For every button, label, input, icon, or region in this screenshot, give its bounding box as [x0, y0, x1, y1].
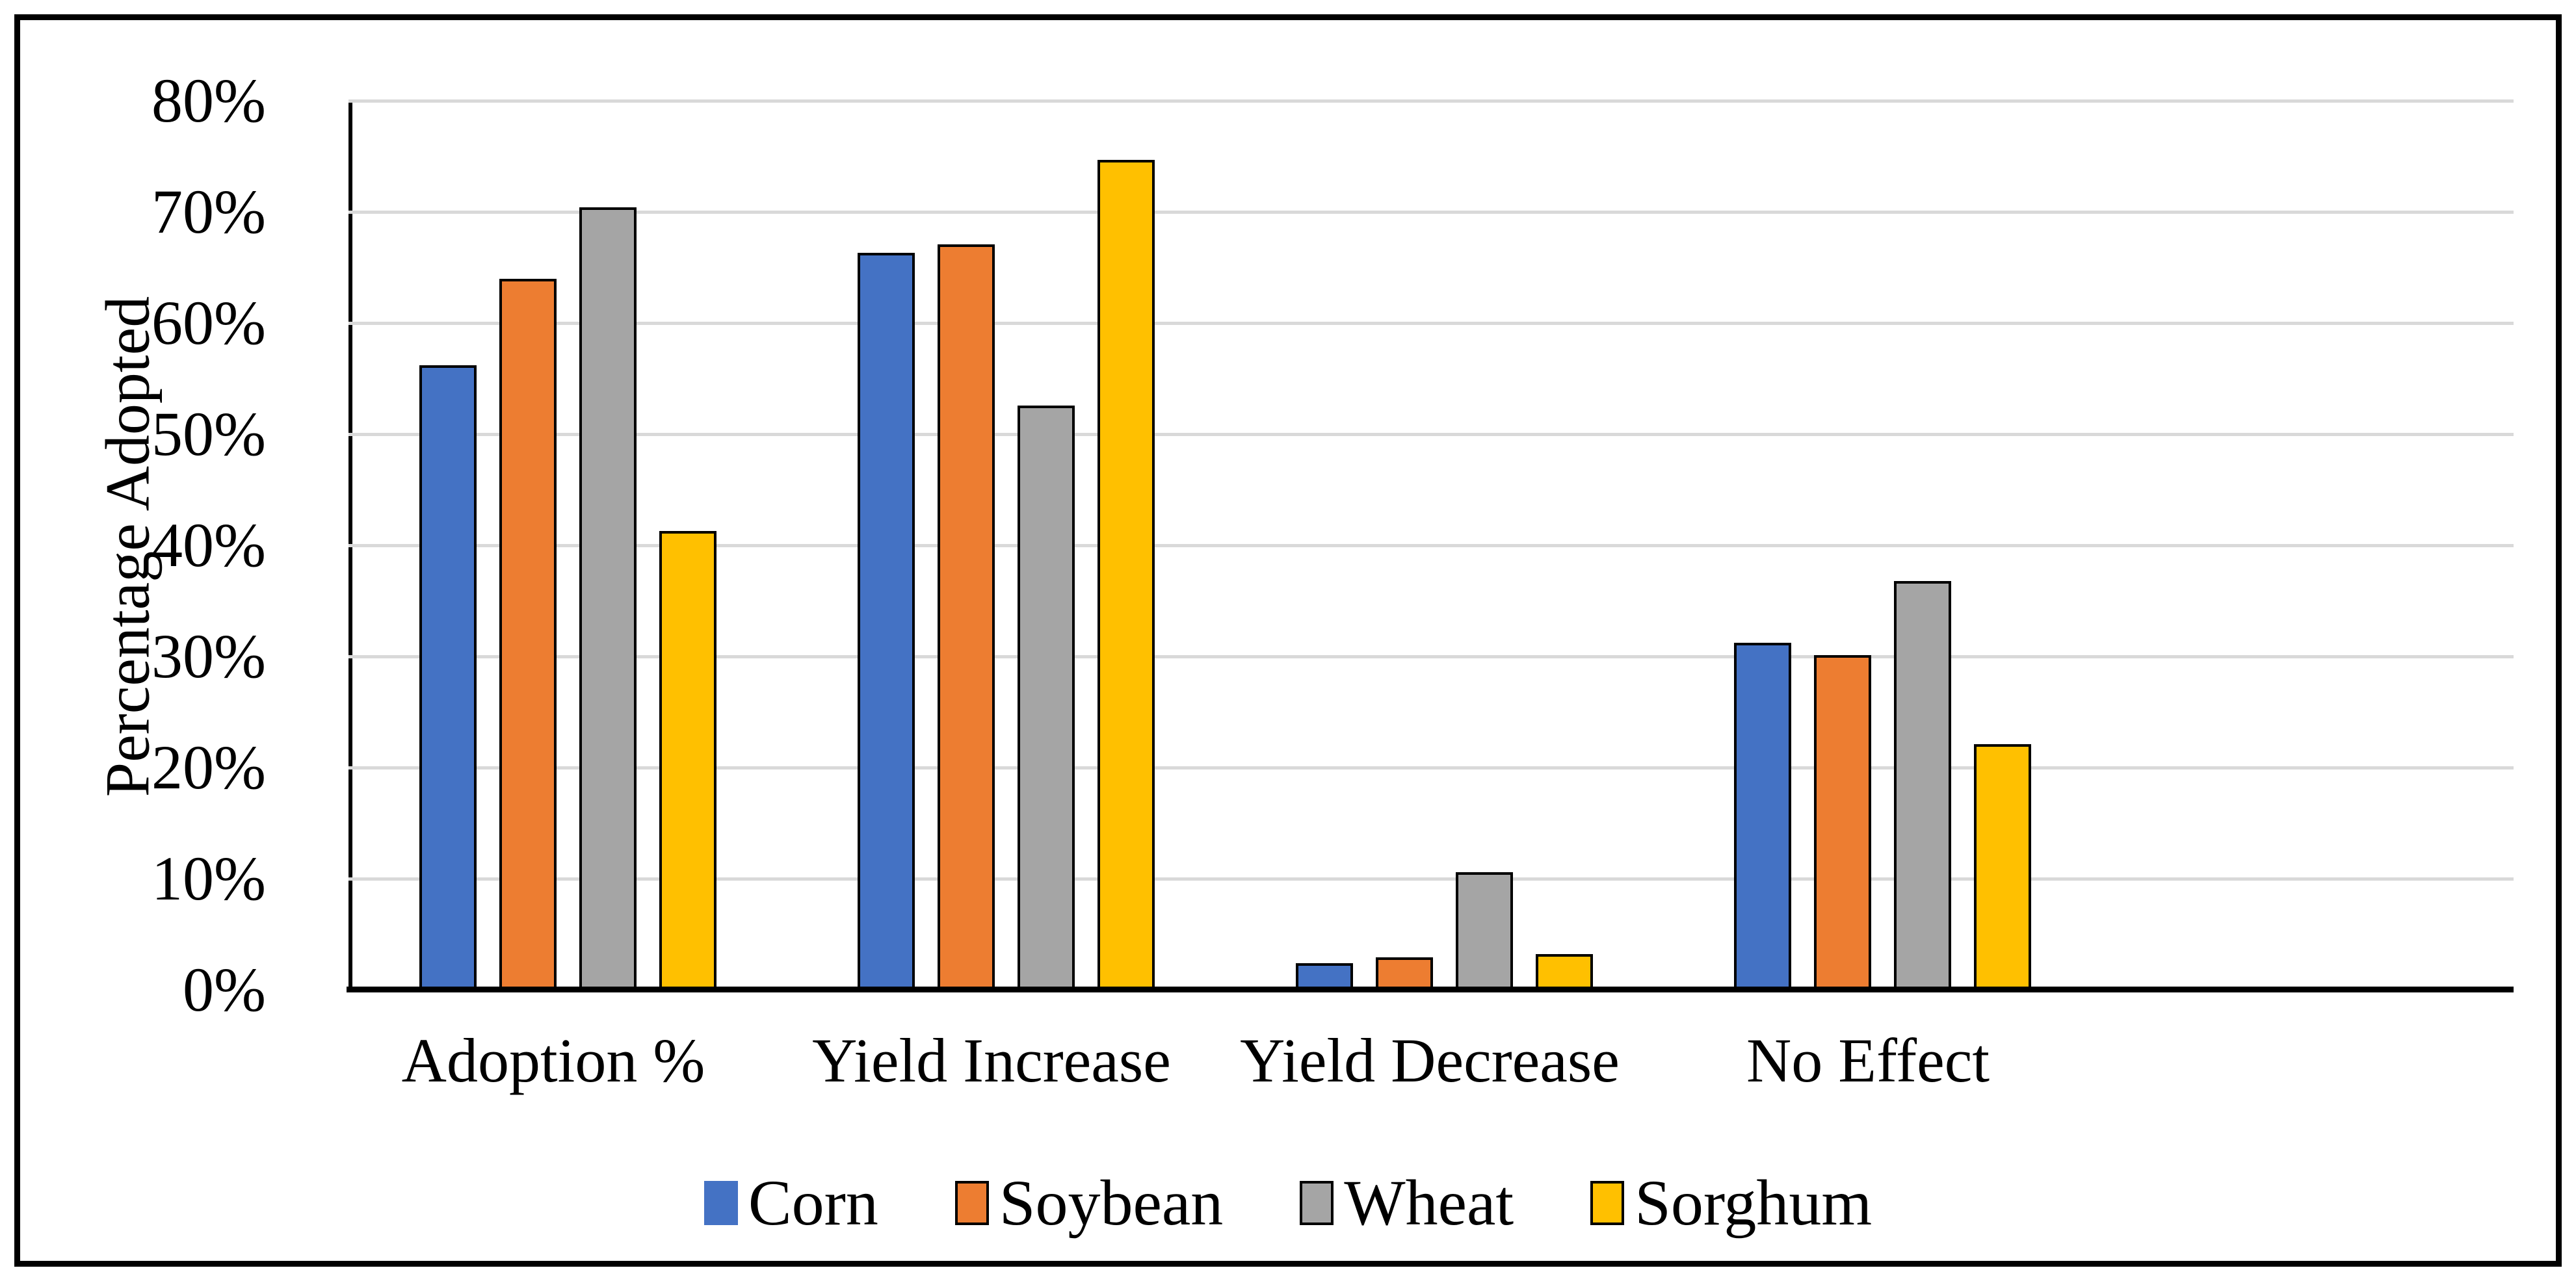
legend: Corn Soybean Wheat Sorghum — [20, 1161, 2556, 1245]
bar-soybean-yield-increase — [938, 244, 995, 990]
y-tick-label-0: 0% — [183, 955, 266, 1024]
y-tick-label-20: 20% — [151, 732, 266, 802]
gridline-10 — [348, 877, 2514, 881]
bar-corn-yield-decrease — [1296, 963, 1353, 990]
gridline-70 — [348, 211, 2514, 214]
bar-wheat-yield-increase — [1018, 406, 1075, 990]
y-tick-label-50: 50% — [151, 399, 266, 469]
gridline-40 — [348, 544, 2514, 547]
legend-item-sorghum: Sorghum — [1590, 1171, 1872, 1236]
chart-outer-border: Percentage Adopted 0% 10% 20% 30% 40% 50% 60% 7… — [14, 14, 2562, 1267]
bar-corn-adoption — [419, 365, 477, 990]
bar-corn-yield-increase — [858, 253, 915, 990]
x-axis-label-adoption: Adoption % — [401, 1026, 705, 1095]
y-tick-label-40: 40% — [151, 510, 266, 580]
bar-wheat-adoption — [579, 207, 637, 990]
legend-label-soybean: Soybean — [999, 1167, 1224, 1239]
bar-wheat-no-effect — [1894, 581, 1951, 990]
bar-sorghum-yield-increase — [1097, 160, 1155, 990]
legend-label-wheat: Wheat — [1344, 1167, 1514, 1239]
gridline-50 — [348, 433, 2514, 436]
legend-item-soybean: Soybean — [954, 1167, 1224, 1239]
x-axis-label-yield-decrease: Yield Decrease — [1240, 1026, 1620, 1095]
gridline-20 — [348, 766, 2514, 770]
bar-sorghum-yield-decrease — [1536, 954, 1593, 990]
x-axis-line — [347, 987, 2514, 992]
gridline-80 — [348, 99, 2514, 103]
bar-soybean-no-effect — [1814, 655, 1871, 990]
bar-corn-no-effect — [1734, 643, 1791, 990]
y-tick-label-80: 80% — [151, 66, 266, 135]
gridline-60 — [348, 322, 2514, 325]
y-tick-label-10: 10% — [151, 844, 266, 913]
legend-label-corn: Corn — [748, 1167, 878, 1239]
y-tick-label-70: 70% — [151, 177, 266, 246]
legend-swatch-wheat — [1300, 1181, 1334, 1225]
legend-swatch-soybean — [954, 1181, 989, 1225]
legend-item-corn: Corn — [703, 1167, 878, 1239]
legend-swatch-sorghum — [1590, 1181, 1625, 1225]
y-tick-label-60: 60% — [151, 288, 266, 357]
bar-sorghum-no-effect — [1974, 744, 2031, 990]
bar-soybean-yield-decrease — [1376, 957, 1433, 990]
bar-sorghum-adoption — [659, 531, 716, 990]
gridline-30 — [348, 655, 2514, 658]
legend-label-sorghum: Sorghum — [1635, 1167, 1873, 1239]
bar-soybean-adoption — [499, 279, 557, 990]
legend-swatch-corn — [703, 1181, 738, 1225]
plot-area — [347, 99, 2514, 992]
x-axis-label-no-effect: No Effect — [1746, 1026, 1990, 1095]
y-tick-label-30: 30% — [151, 621, 266, 691]
x-axis-label-yield-increase: Yield Increase — [812, 1026, 1171, 1095]
legend-item-wheat: Wheat — [1300, 1171, 1514, 1236]
bar-wheat-yield-decrease — [1456, 872, 1513, 990]
